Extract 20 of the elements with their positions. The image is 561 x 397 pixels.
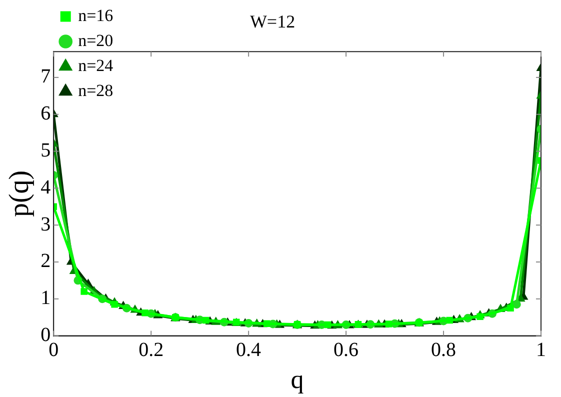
legend-label: n=16: [78, 6, 114, 25]
x-tick-label: 0.4: [236, 339, 262, 362]
legend-label: n=24: [78, 56, 114, 75]
y-tick-label: 6: [40, 102, 51, 125]
legend-label: n=28: [78, 80, 114, 100]
y-tick-label: 2: [40, 250, 51, 272]
y-tick-label: 3: [40, 213, 51, 236]
y-tick-label: 0: [40, 324, 51, 346]
x-axis-title: q: [290, 365, 304, 394]
y-tick-label: 4: [40, 176, 51, 198]
x-tick-label: 0.2: [138, 339, 164, 362]
x-tick-label: 1: [536, 339, 546, 362]
x-tick-label: 0.6: [334, 339, 359, 362]
y-tick-label: 1: [40, 287, 51, 310]
y-tick-label: 7: [40, 66, 51, 88]
legend-label: n=20: [78, 30, 114, 50]
y-axis-title: p(q): [4, 170, 36, 218]
y-tick-label: 5: [40, 140, 51, 162]
chart-title: W=12: [250, 12, 296, 32]
x-tick-label: 0.8: [431, 339, 456, 362]
